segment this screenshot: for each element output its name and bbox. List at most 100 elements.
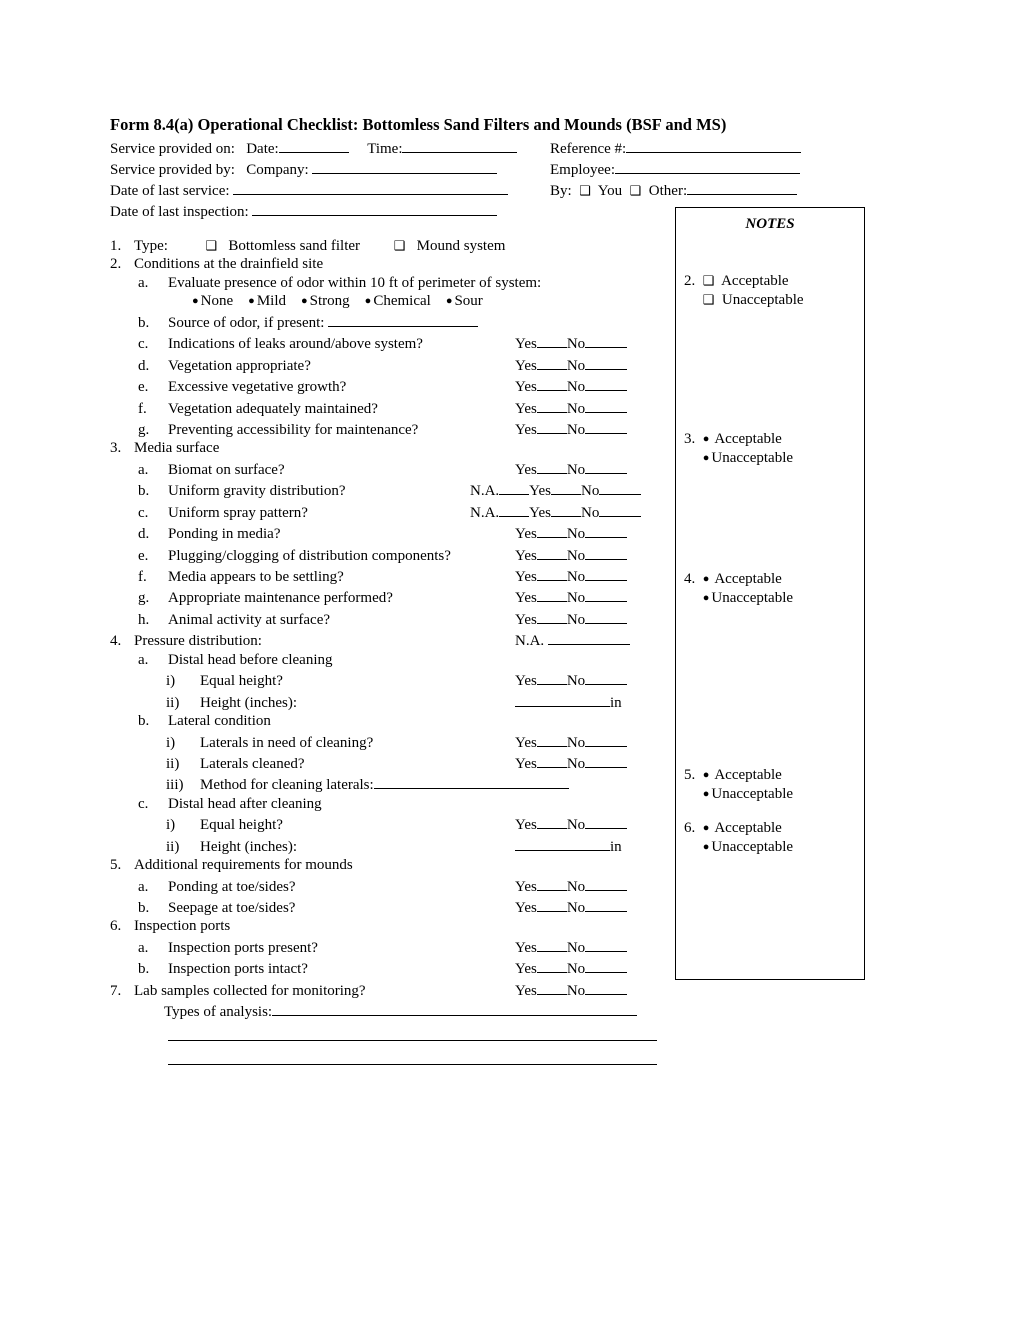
yes-field[interactable] (537, 936, 567, 952)
text: Excessive vegetative growth? (168, 378, 515, 396)
yes-field[interactable] (537, 522, 567, 538)
no-field[interactable] (585, 669, 627, 685)
no-field[interactable] (585, 522, 627, 538)
ltr: a. (134, 939, 168, 957)
yes-field[interactable] (551, 501, 581, 517)
text: Lateral condition (168, 712, 665, 730)
checkbox-icon[interactable]: ❑ (630, 183, 642, 199)
checkbox-icon[interactable]: ❑ (205, 238, 217, 254)
bullet-icon[interactable]: ● (703, 592, 710, 604)
yes: Yes (515, 336, 537, 352)
yes-field[interactable] (537, 354, 567, 370)
no: No (567, 673, 585, 689)
na-field[interactable] (548, 629, 630, 645)
item-5a: a. Ponding at toe/sides? YesNo (110, 875, 665, 896)
text: Types of analysis: (164, 1004, 272, 1020)
company-field[interactable] (312, 158, 497, 174)
no-field[interactable] (585, 979, 627, 995)
date-field[interactable] (279, 137, 349, 153)
yes-field[interactable] (537, 669, 567, 685)
yes: Yes (515, 612, 537, 628)
other-field[interactable] (687, 179, 797, 195)
no-field[interactable] (585, 936, 627, 952)
yes-field[interactable] (537, 565, 567, 581)
no: No (567, 817, 585, 833)
last-inspection-field[interactable] (252, 200, 497, 216)
yes-field[interactable] (537, 813, 567, 829)
yes: Yes (515, 940, 537, 956)
text: Distal head before cleaning (168, 651, 665, 669)
text: Seepage at toe/sides? (168, 899, 515, 917)
no: No (567, 358, 585, 374)
yes-field[interactable] (537, 418, 567, 434)
yes-field[interactable] (551, 479, 581, 495)
bullet-icon[interactable]: ● (703, 822, 710, 834)
ref-field[interactable] (626, 137, 801, 153)
no-field[interactable] (585, 544, 627, 560)
inches-field[interactable] (515, 691, 610, 707)
no-field[interactable] (585, 957, 627, 973)
yes-field[interactable] (537, 731, 567, 747)
method-field[interactable] (374, 773, 569, 789)
bullet-icon[interactable]: ● (703, 841, 710, 853)
inches-field[interactable] (515, 835, 610, 851)
notes-5b: ●Unacceptable (682, 786, 858, 803)
acceptable: Acceptable (714, 571, 781, 587)
yes-field[interactable] (537, 608, 567, 624)
no-field[interactable] (585, 731, 627, 747)
analysis-field[interactable] (272, 1000, 637, 1016)
bullet-icon[interactable]: ● (703, 769, 710, 781)
blank-line[interactable] (168, 1022, 657, 1041)
yes-field[interactable] (537, 875, 567, 891)
no-field[interactable] (585, 875, 627, 891)
no: No (581, 483, 599, 499)
yes-field[interactable] (537, 544, 567, 560)
yes-field[interactable] (537, 896, 567, 912)
bullet-icon[interactable]: ● (703, 788, 710, 800)
time-field[interactable] (402, 137, 517, 153)
bullet-icon[interactable]: ● (248, 295, 255, 309)
bullet-icon[interactable]: ● (446, 295, 453, 309)
last-service-field[interactable] (233, 179, 508, 195)
in: in (610, 695, 622, 711)
yes-field[interactable] (537, 397, 567, 413)
yes-field[interactable] (537, 979, 567, 995)
no-field[interactable] (599, 479, 641, 495)
no-field[interactable] (585, 332, 627, 348)
yes-field[interactable] (537, 458, 567, 474)
no-field[interactable] (585, 354, 627, 370)
bullet-icon[interactable]: ● (703, 433, 710, 445)
no-field[interactable] (599, 501, 641, 517)
bullet-icon[interactable]: ● (301, 295, 308, 309)
no-field[interactable] (585, 458, 627, 474)
no-field[interactable] (585, 375, 627, 391)
no-field[interactable] (585, 565, 627, 581)
no-field[interactable] (585, 752, 627, 768)
checkbox-icon[interactable]: ❑ (703, 292, 715, 308)
yes-field[interactable] (537, 332, 567, 348)
no-field[interactable] (585, 418, 627, 434)
yes-field[interactable] (537, 957, 567, 973)
checkbox-icon[interactable]: ❑ (703, 273, 715, 289)
yes-field[interactable] (537, 375, 567, 391)
blank-line[interactable] (168, 1046, 657, 1065)
no-field[interactable] (585, 813, 627, 829)
no-field[interactable] (585, 608, 627, 624)
yes-field[interactable] (537, 752, 567, 768)
yes-field[interactable] (537, 586, 567, 602)
bullet-icon[interactable]: ● (703, 452, 710, 464)
bullet-icon[interactable]: ● (192, 295, 199, 309)
checkbox-icon[interactable]: ❑ (579, 183, 591, 199)
no-field[interactable] (585, 397, 627, 413)
num: 2. (684, 273, 695, 289)
no-field[interactable] (585, 586, 627, 602)
employee-field[interactable] (615, 158, 800, 174)
na-field[interactable] (499, 479, 529, 495)
bullet-icon[interactable]: ● (365, 295, 372, 309)
no-field[interactable] (585, 896, 627, 912)
bullet-icon[interactable]: ● (703, 573, 710, 585)
checkbox-icon[interactable]: ❑ (394, 238, 406, 254)
field[interactable] (328, 311, 478, 327)
na-field[interactable] (499, 501, 529, 517)
ltr: c. (134, 335, 168, 353)
